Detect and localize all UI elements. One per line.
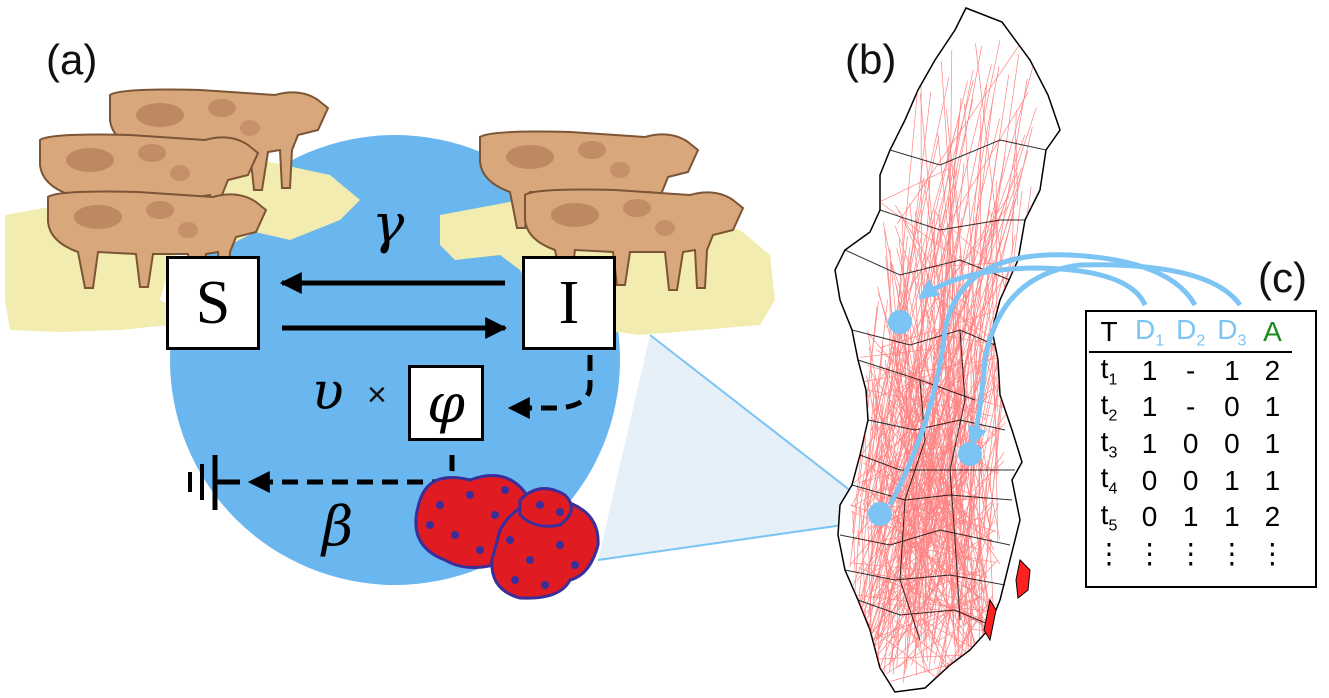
infected-box: I — [522, 256, 616, 350]
pathogen-cluster-icon — [414, 474, 600, 600]
panel-label-c: (c) — [1258, 254, 1307, 301]
sink-ground-icon — [188, 455, 240, 510]
map-point-south — [868, 502, 892, 526]
col-animals: A — [1252, 314, 1293, 353]
table-ellipsis-row: ⋮ ⋮ ⋮ ⋮ ⋮ — [1095, 538, 1287, 570]
col-dataset-2: D2 — [1170, 314, 1212, 353]
panel-label-a: (a) — [46, 36, 98, 83]
recovery-rate-label: γ — [372, 192, 405, 255]
sweden-map — [834, 7, 1061, 693]
panel-label-b: (b) — [845, 36, 897, 83]
arrow-shedding — [507, 355, 593, 419]
susceptible-box: S — [166, 256, 260, 350]
zoom-connector — [598, 335, 880, 560]
oland-island — [983, 598, 997, 642]
col-dataset-1: D1 — [1129, 314, 1171, 353]
shedding-rate-label: υ — [312, 362, 344, 422]
col-time: T — [1089, 314, 1129, 353]
col-dataset-3: D3 — [1211, 314, 1253, 353]
map-point-east — [958, 442, 982, 466]
gotland-island — [1015, 558, 1031, 599]
environment-label: φ — [427, 371, 465, 435]
environment-box: φ — [408, 365, 484, 441]
cow-herd-susceptible — [39, 88, 330, 293]
table-header-row: T D1 D2 D3 A — [1089, 314, 1293, 353]
map-point-north — [888, 310, 912, 334]
dataset-links — [887, 252, 1243, 507]
times-symbol: × — [367, 376, 387, 414]
decay-rate-label: β — [322, 495, 354, 558]
